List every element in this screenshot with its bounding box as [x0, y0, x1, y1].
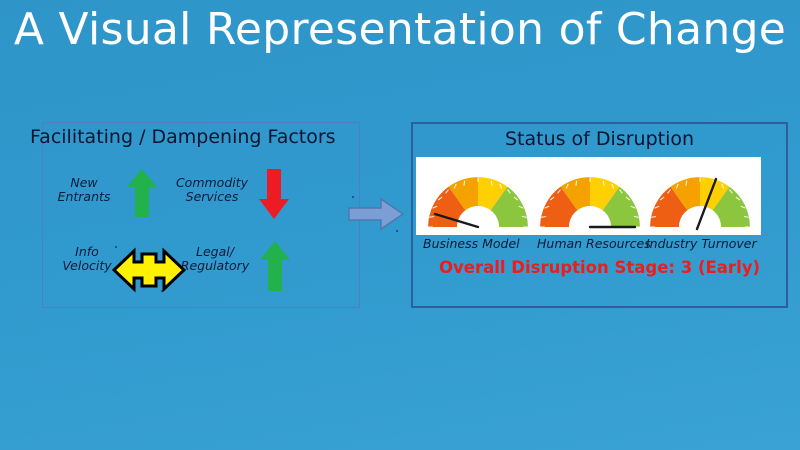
factor-line-1: Info [75, 244, 99, 259]
gauge-panel [416, 157, 761, 235]
gauge-industry-turnover [650, 177, 750, 231]
factor-line-2: Regulatory [180, 258, 250, 273]
overall-disruption-stage: Overall Disruption Stage: 3 (Early) [438, 258, 761, 277]
factor-label-commodity-services: Commodity Services [166, 176, 258, 204]
factor-label-info-velocity: Info Velocity [52, 245, 122, 273]
decorative-dot [396, 230, 398, 232]
factor-line-2: Services [185, 189, 239, 204]
gauge-business-model [428, 177, 528, 229]
arrow-up-icon [260, 241, 290, 291]
arrow-up-icon [127, 169, 157, 217]
arrow-left-right-icon [112, 247, 186, 293]
factor-line-2: Entrants [57, 189, 111, 204]
factor-line-1: New [70, 175, 98, 190]
decorative-dot [352, 196, 354, 198]
page-title: A Visual Representation of Change [13, 4, 787, 55]
status-heading: Status of Disruption [504, 128, 695, 150]
facilitating-dampening-factors-box [42, 122, 360, 308]
gauge-caption-business-model: Business Model [423, 236, 520, 251]
factors-heading: Facilitating / Dampening Factors [30, 126, 336, 148]
gauge-human-resources [540, 177, 640, 229]
right-arrow-icon [348, 197, 404, 231]
gauge-caption-human-resources: Human Resources [537, 236, 651, 251]
arrow-down-icon [259, 169, 289, 219]
factor-line-1: Legal/ [196, 244, 234, 259]
decorative-dot [161, 290, 163, 292]
gauge-caption-industry-turnover: Industry Turnover [646, 236, 757, 251]
factor-label-legal-regulatory: Legal/ Regulatory [172, 245, 258, 273]
status-of-disruption-box [411, 122, 788, 308]
factor-line-1: Commodity [175, 175, 249, 190]
factor-label-new-entrants: New Entrants [48, 176, 120, 204]
factor-line-2: Velocity [62, 258, 112, 273]
decorative-dot [115, 246, 117, 248]
